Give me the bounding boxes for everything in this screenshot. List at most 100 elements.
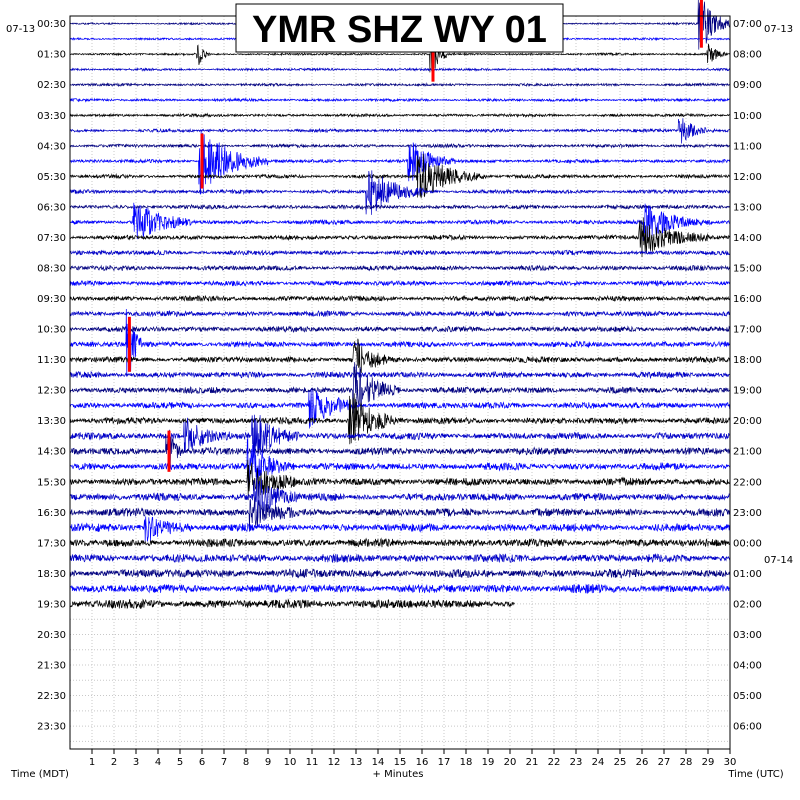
right-hour-label: 04:00 <box>733 661 762 672</box>
left-axis-label: Time (MDT) <box>10 769 69 780</box>
x-tick-label: 13 <box>350 757 363 768</box>
right-hour-label: 05:00 <box>733 691 762 702</box>
seismogram-trace-row <box>69 21 731 78</box>
left-hour-label: 23:30 <box>37 722 66 733</box>
left-hour-label: 10:30 <box>37 325 66 336</box>
x-tick-label: 6 <box>199 757 205 768</box>
left-hour-label: 08:30 <box>37 263 66 274</box>
left-hour-label: 00:30 <box>37 19 66 30</box>
x-tick-label: 24 <box>592 757 605 768</box>
x-tick-label: 17 <box>438 757 451 768</box>
x-tick-label: 12 <box>328 757 341 768</box>
right-hour-label: 01:00 <box>733 569 762 580</box>
x-tick-label: 8 <box>243 757 249 768</box>
right-hour-label: 20:00 <box>733 416 762 427</box>
right-next-date-label: 07-14 <box>764 555 793 566</box>
seismogram-trace-row <box>69 153 731 199</box>
seismogram-trace-row <box>69 516 731 543</box>
x-tick-label: 29 <box>702 757 715 768</box>
x-tick-label: 9 <box>265 757 271 768</box>
x-tick-label: 19 <box>482 757 495 768</box>
right-hour-label: 12:00 <box>733 172 762 183</box>
x-tick-label: 11 <box>306 757 319 768</box>
left-hour-label: 06:30 <box>37 202 66 213</box>
right-hour-label: 02:00 <box>733 599 762 610</box>
left-hour-label: 07:30 <box>37 233 66 244</box>
seismogram-trace-row <box>69 459 731 501</box>
left-hour-label: 13:30 <box>37 416 66 427</box>
seismogram-trace-row <box>69 429 731 470</box>
left-hour-label: 22:30 <box>37 691 66 702</box>
left-hour-label: 11:30 <box>37 355 66 366</box>
clipped-event-marker <box>127 316 131 372</box>
right-hour-label: 07:00 <box>733 19 762 30</box>
x-tick-label: 1 <box>89 757 95 768</box>
right-hour-label: 13:00 <box>733 202 762 213</box>
clipped-event-marker <box>200 133 204 189</box>
left-hour-label: 17:30 <box>37 538 66 549</box>
x-tick-label: 16 <box>416 757 429 768</box>
seismogram-trace-row <box>69 264 731 272</box>
seismogram-trace-row <box>69 130 731 195</box>
left-hour-label: 18:30 <box>37 569 66 580</box>
left-hour-label: 19:30 <box>37 599 66 610</box>
seismogram-trace-row <box>69 202 731 241</box>
seismogram-trace-row <box>69 217 731 258</box>
seismogram-trace-row <box>69 97 731 103</box>
right-hour-label: 23:00 <box>733 508 762 519</box>
right-hour-label: 22:00 <box>733 477 762 488</box>
right-hour-label: 18:00 <box>733 355 762 366</box>
seismogram-trace-row <box>69 118 731 144</box>
seismogram-trace-row <box>69 370 731 380</box>
right-hour-label: 10:00 <box>733 111 762 122</box>
x-tick-label: 21 <box>526 757 539 768</box>
left-hour-label: 09:30 <box>37 294 66 305</box>
left-date-label: 07-13 <box>6 24 35 35</box>
x-tick-label: 18 <box>460 757 473 768</box>
right-hour-label: 03:00 <box>733 630 762 641</box>
left-time-labels: 00:30 01:30 02:30 03:30 04:30 05:30 06:30 07:30… <box>37 19 66 732</box>
right-hour-label: 09:00 <box>733 80 762 91</box>
right-hour-label: 14:00 <box>733 233 762 244</box>
x-tick-label: 25 <box>614 757 627 768</box>
seismogram-trace-row <box>69 170 731 215</box>
seismogram-trace-row <box>69 309 731 318</box>
left-hour-label: 04:30 <box>37 141 66 152</box>
title-box: YMR SHZ WY 01 <box>235 3 564 53</box>
left-hour-label: 15:30 <box>37 477 66 488</box>
right-hour-label: 06:00 <box>733 722 762 733</box>
x-tick-label: 30 <box>724 757 737 768</box>
right-axis-label: Time (UTC) <box>727 769 783 780</box>
x-tick-label: 14 <box>372 757 385 768</box>
x-tick-label: 15 <box>394 757 407 768</box>
left-hour-label: 21:30 <box>37 661 66 672</box>
seismogram-trace-row <box>69 414 731 460</box>
clipped-event-marker <box>699 0 703 48</box>
seismogram-traces <box>69 0 731 610</box>
left-hour-label: 12:30 <box>37 386 66 397</box>
right-hour-label: 17:00 <box>733 325 762 336</box>
left-hour-label: 03:30 <box>37 111 66 122</box>
x-tick-label: 22 <box>548 757 561 768</box>
left-hour-label: 05:30 <box>37 172 66 183</box>
title-box-frame <box>235 3 564 53</box>
x-tick-label: 4 <box>155 757 161 768</box>
seismogram-trace-row <box>69 279 731 287</box>
seismogram-trace-row <box>69 497 731 532</box>
seismogram-trace-row <box>69 362 731 414</box>
x-tick-label: 2 <box>111 757 117 768</box>
x-tick-label: 5 <box>177 757 183 768</box>
clipped-event-marker <box>167 430 171 472</box>
right-hour-label: 15:00 <box>733 263 762 274</box>
seismogram-trace-row <box>69 598 515 610</box>
chart-title: YMR SHZ WY 01 <box>252 9 547 51</box>
left-hour-label: 02:30 <box>37 80 66 91</box>
seismogram-trace-row <box>69 537 731 548</box>
seismogram-trace-row <box>69 82 731 88</box>
left-hour-label: 20:30 <box>37 630 66 641</box>
x-tick-label: 20 <box>504 757 517 768</box>
seismogram-trace-row <box>69 568 731 579</box>
seismogram-trace-row <box>69 472 731 521</box>
x-tick-label: 3 <box>133 757 139 768</box>
